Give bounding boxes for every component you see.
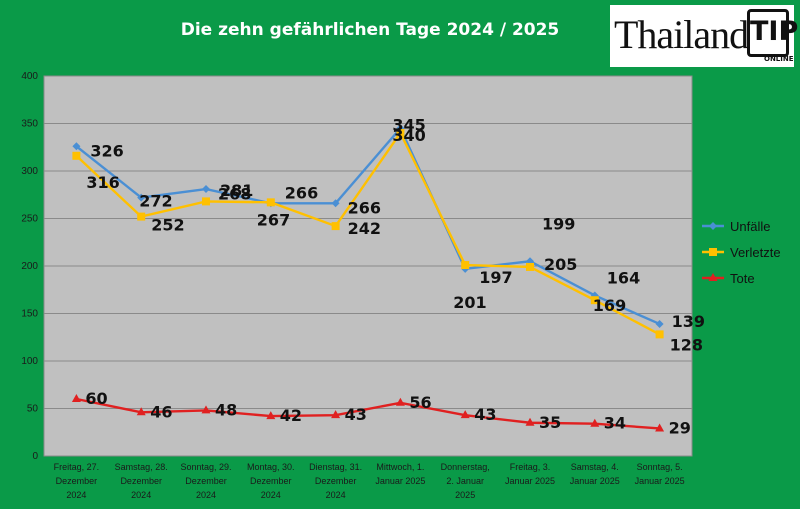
data-label: 197	[479, 268, 512, 287]
data-point	[137, 193, 146, 202]
data-label: 34	[604, 414, 626, 433]
y-tick-label: 0	[32, 451, 38, 462]
data-point	[655, 423, 665, 432]
data-point	[590, 296, 599, 305]
legend-marker	[709, 248, 717, 256]
data-point	[655, 330, 664, 339]
x-tick-label: Freitag, 27. Dezember 2024	[54, 462, 100, 500]
data-point	[136, 407, 146, 416]
data-point	[590, 418, 600, 427]
x-tick-label: Sonntag, 5. Januar 2025	[635, 462, 685, 486]
x-tick-label: Dienstag, 31. Dezember 2024	[309, 462, 362, 500]
legend-marker	[708, 273, 718, 281]
data-label: 268	[218, 184, 251, 203]
data-label: 267	[257, 210, 290, 229]
data-label: 199	[542, 214, 575, 233]
data-point	[525, 417, 535, 426]
series-line	[76, 397, 660, 430]
data-label: 169	[593, 296, 626, 315]
data-point	[137, 212, 146, 221]
data-point	[202, 185, 210, 194]
y-tick-label: 350	[21, 119, 38, 130]
data-point	[72, 151, 81, 160]
data-label: 60	[85, 389, 107, 408]
x-tick-label: Sonntag, 29. Dezember 2024	[180, 462, 231, 500]
x-tick-label: Montag, 30. Dezember 2024	[247, 462, 295, 500]
x-tick-label: Samstag, 4. Januar 2025	[570, 462, 620, 486]
data-point	[396, 129, 405, 137]
data-point	[266, 411, 276, 420]
data-label: 43	[474, 405, 496, 424]
data-label: 272	[139, 192, 172, 211]
data-point	[331, 222, 340, 231]
data-point	[71, 394, 81, 402]
data-point	[202, 197, 210, 206]
data-point	[395, 397, 405, 406]
y-tick-label: 50	[27, 404, 39, 415]
data-label: 242	[348, 219, 381, 238]
data-point	[331, 199, 340, 208]
data-point	[266, 198, 275, 207]
data-label: 56	[409, 393, 431, 412]
data-point	[201, 405, 211, 414]
data-label: 43	[345, 405, 367, 424]
legend-marker	[709, 222, 717, 230]
data-label: 139	[672, 312, 705, 331]
data-label: 46	[150, 402, 172, 421]
data-label: 29	[669, 418, 691, 437]
data-label: 266	[348, 198, 381, 217]
data-point	[655, 319, 664, 328]
chart-title: Die zehn gefährlichen Tage 2024 / 2025	[180, 20, 560, 40]
y-tick-label: 400	[21, 71, 38, 82]
series-line	[75, 126, 661, 326]
data-point	[460, 410, 470, 419]
data-label: 201	[453, 293, 486, 312]
data-label: 326	[90, 141, 123, 160]
legend-entry: Tote	[730, 271, 755, 286]
data-label: 316	[86, 173, 119, 192]
data-label: 35	[539, 413, 561, 432]
data-label: 281	[220, 181, 253, 200]
logo-text: Thailand	[614, 12, 749, 57]
data-label: 205	[544, 255, 577, 274]
data-point	[461, 261, 470, 270]
y-tick-label: 300	[21, 166, 38, 177]
y-tick-label: 150	[21, 309, 38, 320]
data-point	[526, 262, 534, 271]
y-tick-label: 100	[21, 356, 38, 367]
logo-tip-box: TIP	[747, 9, 798, 57]
legend-entry: Verletzte	[730, 245, 781, 260]
x-tick-label: Mittwoch, 1. Januar 2025	[375, 462, 425, 486]
data-label: 42	[280, 406, 302, 425]
data-label: 48	[215, 400, 237, 419]
data-point	[72, 142, 81, 151]
data-label: 252	[151, 216, 184, 235]
data-label: 345	[392, 115, 425, 134]
x-tick-label: Samstag, 28. Dezember 2024	[115, 462, 168, 500]
y-tick-label: 250	[21, 214, 38, 225]
data-label: 128	[670, 335, 703, 354]
data-label: 266	[285, 183, 318, 202]
data-label: 164	[607, 268, 640, 287]
data-point	[331, 410, 341, 419]
thailand-tip-logo: Thailand TIP ONLINE	[610, 5, 798, 67]
data-label: 340	[392, 126, 425, 145]
legend-entry: Unfälle	[730, 219, 770, 234]
x-tick-label: Donnerstag, 2. Januar 2025	[441, 462, 490, 500]
y-tick-label: 200	[21, 261, 38, 272]
series-line	[75, 130, 661, 336]
x-tick-label: Freitag, 3. Januar 2025	[505, 462, 555, 486]
logo-online-text: ONLINE	[764, 55, 794, 63]
